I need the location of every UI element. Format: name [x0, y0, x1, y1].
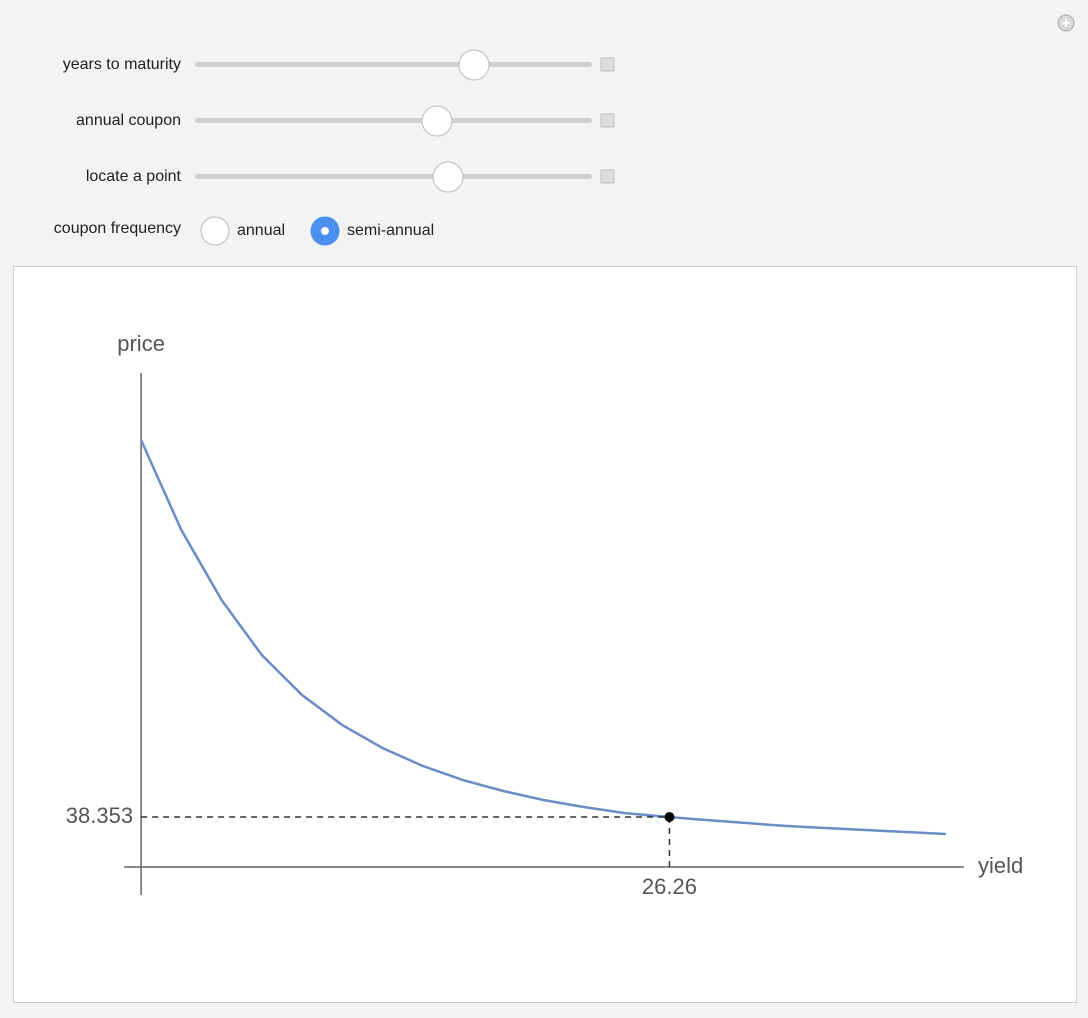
radio-button[interactable] — [200, 216, 230, 246]
plot: price yield 38.353 26.26 — [66, 331, 1023, 899]
located-point — [664, 811, 675, 822]
slider-thumb[interactable] — [432, 161, 464, 193]
plot-panel — [13, 266, 1077, 1003]
price-curve — [139, 439, 946, 836]
point-x-label: 26.26 — [642, 874, 697, 899]
radio-option[interactable]: semi-annual — [347, 222, 434, 239]
x-axis-label: yield — [978, 853, 1023, 878]
y-axis-label: price — [117, 331, 165, 356]
slider-thumb[interactable] — [458, 49, 490, 81]
slider-label: locate a point — [86, 168, 182, 185]
slider-track[interactable] — [195, 118, 592, 123]
slider-label: annual coupon — [76, 112, 181, 129]
slider-expand[interactable] — [600, 57, 615, 72]
slider-label: years to maturity — [63, 56, 181, 73]
slider-track[interactable] — [195, 174, 592, 179]
radio-dot — [321, 227, 329, 235]
slider-track[interactable] — [195, 62, 592, 67]
slider-thumb[interactable] — [421, 105, 453, 137]
add-icon — [1062, 19, 1070, 27]
point-y-label: 38.353 — [66, 803, 133, 828]
radio-label: coupon frequency — [54, 220, 181, 237]
slider-expand[interactable] — [600, 169, 615, 184]
slider-expand[interactable] — [600, 113, 615, 128]
radio-option[interactable]: annual — [237, 222, 285, 239]
